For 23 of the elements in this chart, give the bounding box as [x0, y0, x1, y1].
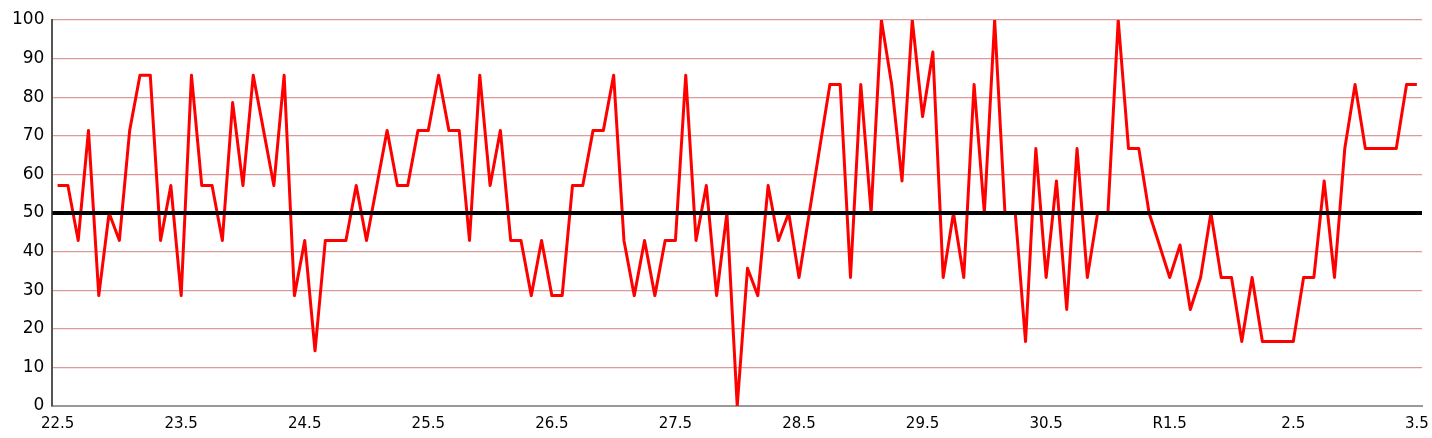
x-tick-label: 22.5 — [40, 413, 75, 432]
x-tick-label: 23.5 — [164, 413, 198, 432]
y-tick-label: 40 — [22, 240, 45, 261]
x-tick-label: 27.5 — [658, 413, 693, 432]
y-tick-label: 60 — [22, 162, 45, 183]
x-tick-label: 24.5 — [288, 413, 322, 432]
y-tick-label: 30 — [22, 278, 45, 299]
y-tick-label: 90 — [22, 47, 45, 68]
x-tick-label: R1.5 — [1152, 413, 1187, 432]
y-tick-label: 70 — [22, 124, 45, 145]
y-tick-label: 20 — [22, 317, 45, 338]
y-tick-label: 10 — [22, 355, 45, 376]
x-tick-label: 3.5 — [1404, 413, 1429, 432]
y-tick-label: 0 — [33, 394, 45, 415]
x-tick-label: 28.5 — [782, 413, 816, 432]
x-tick-label: 26.5 — [535, 413, 569, 432]
x-tick-label: 29.5 — [905, 413, 940, 432]
y-tick-label: 100 — [11, 8, 45, 29]
x-tick-label: 25.5 — [411, 413, 446, 432]
x-tick-label: 2.5 — [1281, 413, 1306, 432]
y-tick-label: 50 — [22, 201, 45, 222]
y-tick-label: 80 — [22, 85, 45, 106]
x-tick-label: 30.5 — [1029, 413, 1063, 432]
